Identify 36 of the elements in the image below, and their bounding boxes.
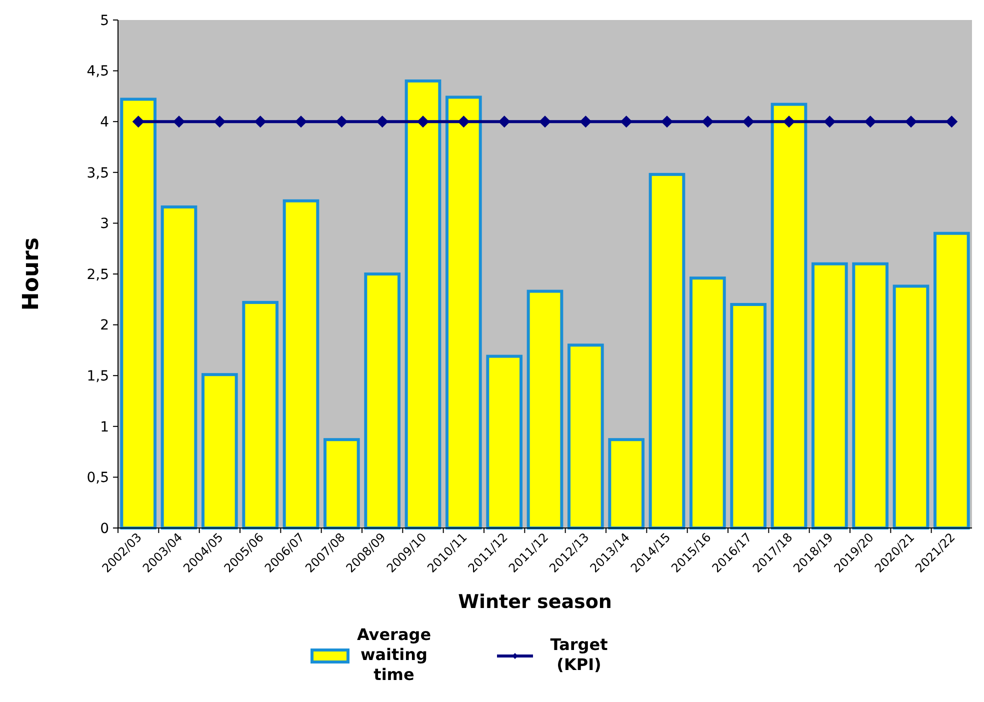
y-tick-label: 0 bbox=[100, 520, 109, 537]
bar bbox=[282, 199, 320, 530]
bar bbox=[526, 290, 564, 530]
y-axis-title: Hours bbox=[19, 237, 44, 311]
y-tick-label: 4,5 bbox=[86, 64, 109, 80]
bar bbox=[567, 344, 604, 530]
y-tick-label: 0,5 bbox=[86, 470, 109, 486]
bar bbox=[486, 354, 523, 530]
y-tick-label: 1 bbox=[100, 419, 109, 436]
bar bbox=[730, 302, 767, 530]
y-tick-label: 1,5 bbox=[86, 368, 109, 384]
bar bbox=[892, 284, 930, 530]
bar bbox=[933, 232, 970, 530]
y-tick-label: 2,5 bbox=[86, 266, 109, 283]
bar bbox=[608, 438, 645, 530]
bar bbox=[445, 96, 482, 530]
y-tick-label: 5 bbox=[100, 12, 109, 29]
bar bbox=[242, 300, 279, 530]
bar bbox=[648, 172, 686, 530]
y-tick-label: 3 bbox=[100, 216, 109, 232]
y-tick-label: 4 bbox=[100, 114, 110, 130]
x-axis-title: Winter season bbox=[458, 591, 612, 613]
bar bbox=[160, 205, 198, 530]
legend-label: Average waiting time bbox=[356, 625, 432, 684]
y-tick-label: 3,5 bbox=[86, 165, 109, 182]
bar bbox=[689, 276, 726, 530]
bar bbox=[852, 262, 889, 530]
bar bbox=[404, 79, 442, 530]
y-tick-label: 2 bbox=[100, 318, 109, 334]
legend-label: Target (KPI) bbox=[550, 635, 608, 674]
bar bbox=[811, 262, 848, 530]
bar bbox=[770, 102, 808, 530]
bar bbox=[120, 98, 157, 530]
bar bbox=[323, 438, 360, 530]
bar bbox=[201, 373, 238, 530]
bar bbox=[364, 272, 401, 530]
